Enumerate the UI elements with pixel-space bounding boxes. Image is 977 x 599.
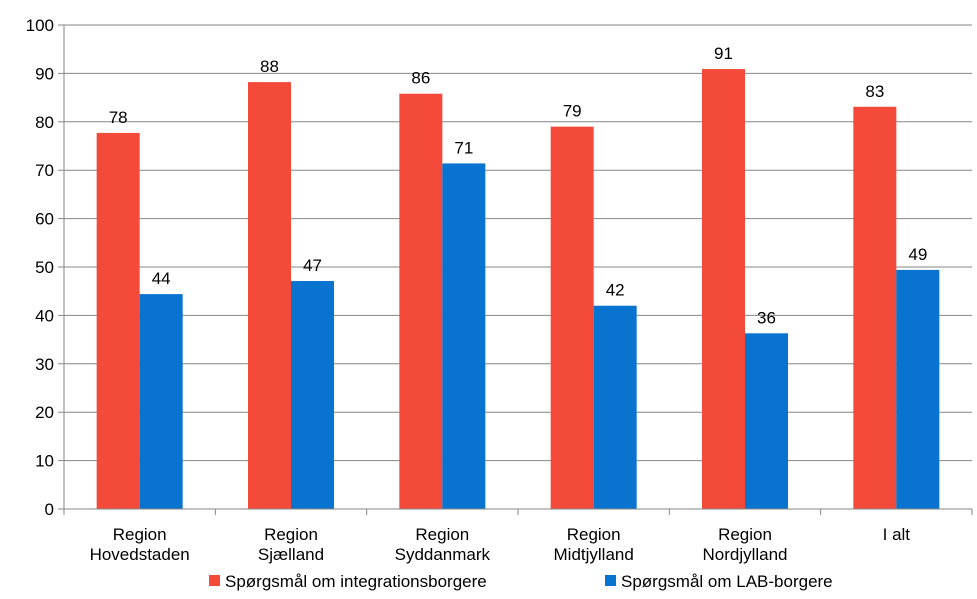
bar-series-2 — [745, 333, 788, 509]
data-label: 79 — [563, 102, 582, 121]
gridlines — [64, 24, 972, 462]
y-tick-label: 0 — [45, 500, 54, 519]
data-label: 91 — [714, 44, 733, 63]
category-label: Region Hovedstaden — [90, 525, 190, 564]
data-label: 71 — [454, 138, 473, 157]
data-label: 36 — [757, 308, 776, 327]
y-tick-label: 30 — [35, 355, 54, 374]
data-label: 49 — [908, 245, 927, 264]
data-label: 83 — [865, 82, 884, 101]
x-axis-tick-marks — [63, 509, 973, 515]
category-label: Region Nordjylland — [702, 525, 787, 564]
y-tick-label: 60 — [35, 210, 54, 229]
bars — [96, 69, 940, 510]
y-axis-tick-labels: 0 10 20 30 40 50 60 70 80 90 100 — [26, 16, 64, 519]
data-label: 42 — [606, 281, 625, 300]
bar-series-1 — [853, 106, 897, 510]
y-tick-label: 80 — [35, 113, 54, 132]
data-labels: 78 88 86 79 91 83 44 47 71 42 36 49 — [109, 44, 928, 327]
y-tick-label: 50 — [35, 258, 54, 277]
legend: Spørgsmål om integrationsborgere Spørgsmå… — [209, 572, 833, 591]
y-tick-label: 20 — [35, 403, 54, 422]
bar-series-2 — [291, 281, 334, 509]
bar-series-1 — [248, 82, 291, 509]
legend-label: Spørgsmål om integrationsborgere — [225, 572, 487, 591]
data-label: 86 — [411, 69, 430, 88]
data-label: 78 — [109, 108, 128, 127]
category-label: Region Sjælland — [258, 525, 324, 564]
y-tick-label: 40 — [35, 306, 54, 325]
category-label: Region Midtjylland — [554, 525, 634, 564]
bar-series-2 — [593, 305, 637, 509]
y-tick-label: 70 — [35, 161, 54, 180]
legend-label: Spørgsmål om LAB-borgere — [621, 572, 833, 591]
bar-series-2 — [896, 269, 940, 509]
data-label: 88 — [260, 57, 279, 76]
bar-series-1 — [399, 93, 443, 509]
y-tick-label: 100 — [26, 16, 54, 35]
bar-series-1 — [550, 126, 594, 509]
legend-swatch — [605, 575, 616, 586]
bar-series-1 — [702, 69, 745, 509]
data-label: 44 — [152, 269, 171, 288]
category-label: Region Syddanmark — [395, 525, 491, 564]
bar-series-1 — [96, 132, 140, 509]
category-label: I alt — [883, 525, 911, 544]
bar-series-2 — [442, 163, 486, 509]
y-tick-label: 90 — [35, 64, 54, 83]
data-label: 47 — [303, 256, 322, 275]
y-tick-label: 10 — [35, 452, 54, 471]
bar-series-2 — [139, 294, 183, 509]
legend-swatch — [209, 575, 220, 586]
category-labels: Region Hovedstaden Region Sjælland Region Syd… — [90, 525, 911, 564]
